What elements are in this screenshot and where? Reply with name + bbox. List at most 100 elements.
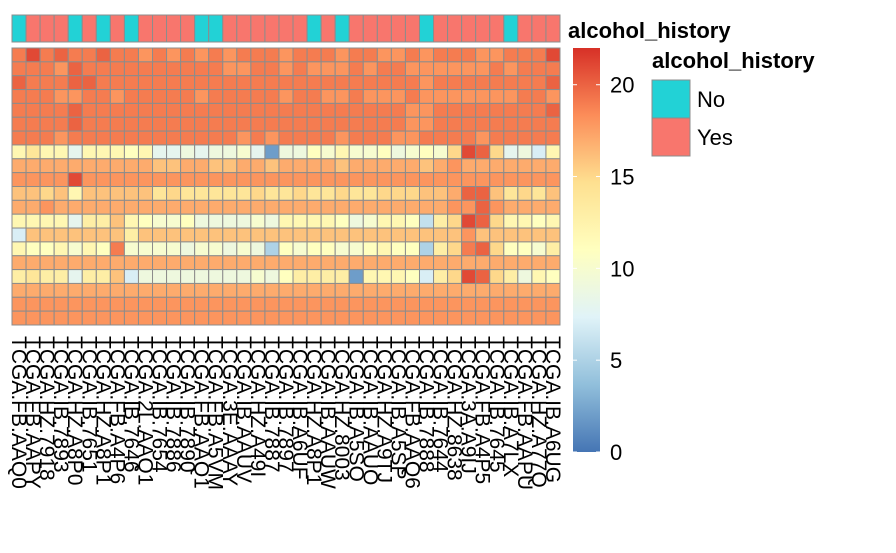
heatmap-cell bbox=[67, 102, 83, 118]
heatmap-cell bbox=[320, 116, 336, 132]
heatmap-cell bbox=[503, 269, 519, 284]
heatmap-cell bbox=[208, 102, 224, 118]
annotation-cell bbox=[152, 14, 168, 43]
heatmap-cell bbox=[109, 213, 125, 229]
heatmap-cell bbox=[264, 241, 280, 257]
heatmap-cell bbox=[418, 75, 435, 91]
heatmap-cell bbox=[517, 75, 533, 91]
heatmap-cell bbox=[404, 61, 420, 77]
heatmap-cell bbox=[222, 269, 238, 284]
annotation-cell bbox=[236, 14, 252, 43]
heatmap-cell bbox=[180, 269, 196, 284]
sample-label: TCGA.FB.AAPU bbox=[513, 336, 536, 490]
heatmap-cell bbox=[433, 144, 449, 160]
heatmap-cell bbox=[11, 172, 27, 187]
heatmap-cell bbox=[461, 269, 477, 284]
heatmap-cell bbox=[390, 255, 406, 271]
heatmap-cell bbox=[152, 89, 168, 104]
heatmap-cell bbox=[278, 255, 294, 271]
heatmap-cell bbox=[418, 269, 435, 284]
sample-label: TCGA.IB.A7LX bbox=[499, 336, 522, 477]
annotation-cell bbox=[39, 14, 55, 43]
heatmap-cell bbox=[95, 199, 111, 215]
sample-label: TCGA.IB.7646 bbox=[119, 336, 142, 473]
heatmap-cell bbox=[67, 282, 83, 298]
heatmap-cell bbox=[194, 310, 210, 326]
heatmap-cell bbox=[39, 296, 55, 312]
sample-label: TCGA.IB.7887 bbox=[260, 336, 283, 473]
heatmap-cell bbox=[81, 269, 97, 284]
heatmap-cell bbox=[67, 172, 83, 187]
heatmap-cell bbox=[264, 255, 280, 271]
heatmap-cell bbox=[545, 158, 561, 174]
heatmap-cell bbox=[306, 269, 322, 284]
heatmap-cell bbox=[109, 296, 125, 312]
heatmap-cell bbox=[320, 61, 336, 77]
heatmap-cell bbox=[264, 130, 280, 146]
heatmap-cell bbox=[53, 241, 69, 257]
annotation-legend-label: Yes bbox=[697, 125, 733, 150]
heatmap-cell bbox=[166, 172, 182, 187]
heatmap-cell bbox=[362, 296, 378, 312]
heatmap-cell bbox=[531, 199, 547, 215]
heatmap-cell bbox=[545, 227, 561, 243]
heatmap-cell bbox=[222, 227, 238, 243]
heatmap-cell bbox=[404, 213, 420, 229]
heatmap-cell bbox=[390, 130, 406, 146]
heatmap-cell bbox=[433, 199, 449, 215]
heatmap-cell bbox=[166, 241, 182, 257]
heatmap-cell bbox=[348, 172, 364, 187]
heatmap-cell bbox=[348, 282, 364, 298]
sample-label: TCGA.HZ.A9TJ bbox=[372, 336, 395, 483]
heatmap-cell bbox=[461, 199, 477, 215]
heatmap-cell bbox=[25, 144, 41, 160]
heatmap-cell bbox=[503, 310, 519, 326]
heatmap-cell bbox=[517, 269, 533, 284]
heatmap-cell bbox=[39, 130, 55, 146]
heatmap-cell bbox=[447, 310, 463, 326]
heatmap-cell bbox=[531, 186, 547, 201]
heatmap-cell bbox=[334, 269, 350, 284]
heatmap-cell bbox=[362, 227, 378, 243]
heatmap-cell bbox=[447, 241, 463, 257]
heatmap-cell bbox=[461, 213, 477, 229]
heatmap-cell bbox=[123, 172, 139, 187]
heatmap-cell bbox=[447, 186, 463, 201]
heatmap-cell bbox=[25, 241, 41, 257]
heatmap-cell bbox=[292, 255, 308, 271]
heatmap-cell bbox=[250, 213, 266, 229]
heatmap-cell bbox=[503, 130, 519, 146]
heatmap-cell bbox=[292, 241, 308, 257]
heatmap-cell bbox=[81, 102, 97, 118]
heatmap-cell bbox=[95, 269, 111, 284]
heatmap-cell bbox=[194, 75, 210, 91]
heatmap-cell bbox=[517, 116, 533, 132]
heatmap-cell bbox=[376, 296, 392, 312]
heatmap-cell bbox=[166, 144, 182, 160]
annotation-cell bbox=[264, 14, 280, 43]
heatmap-cell bbox=[236, 158, 252, 174]
heatmap-cell bbox=[390, 310, 406, 326]
heatmap-cell bbox=[475, 75, 491, 91]
heatmap-cell bbox=[236, 199, 252, 215]
annotation-cell bbox=[418, 14, 435, 43]
heatmap-cell bbox=[531, 241, 547, 257]
heatmap-cell bbox=[236, 75, 252, 91]
heatmap-cell bbox=[180, 296, 196, 312]
heatmap-cell bbox=[306, 158, 322, 174]
annotation-cell bbox=[390, 14, 406, 43]
heatmap-cell bbox=[25, 89, 41, 104]
heatmap-cell bbox=[264, 199, 280, 215]
heatmap-cell bbox=[222, 130, 238, 146]
heatmap-cell bbox=[109, 241, 125, 257]
heatmap-cell bbox=[531, 102, 547, 118]
heatmap-cell bbox=[503, 47, 519, 63]
heatmap-cell bbox=[11, 102, 27, 118]
heatmap-cell bbox=[475, 89, 491, 104]
sample-label: TCGA.HZ.A49I bbox=[246, 336, 269, 477]
annotation-cell bbox=[137, 14, 154, 43]
heatmap-cell bbox=[348, 296, 364, 312]
heatmap-cell bbox=[123, 75, 139, 91]
heatmap-cell bbox=[222, 241, 238, 257]
heatmap-cell bbox=[461, 186, 477, 201]
